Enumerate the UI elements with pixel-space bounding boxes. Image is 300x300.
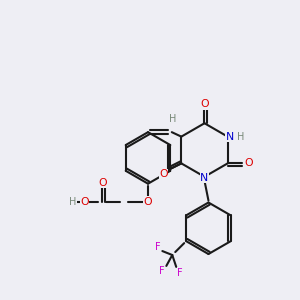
Text: O: O (80, 196, 89, 206)
Text: N: N (200, 173, 208, 183)
Text: O: O (144, 196, 152, 206)
Text: O: O (200, 99, 209, 110)
Text: F: F (177, 268, 183, 278)
Text: F: F (159, 266, 164, 276)
Text: O: O (244, 158, 253, 168)
Text: H: H (69, 196, 76, 206)
Text: H: H (169, 114, 176, 124)
Text: O: O (98, 178, 107, 188)
Text: O: O (159, 169, 168, 179)
Text: F: F (154, 242, 160, 252)
Text: N: N (226, 132, 234, 142)
Text: H: H (237, 132, 244, 142)
